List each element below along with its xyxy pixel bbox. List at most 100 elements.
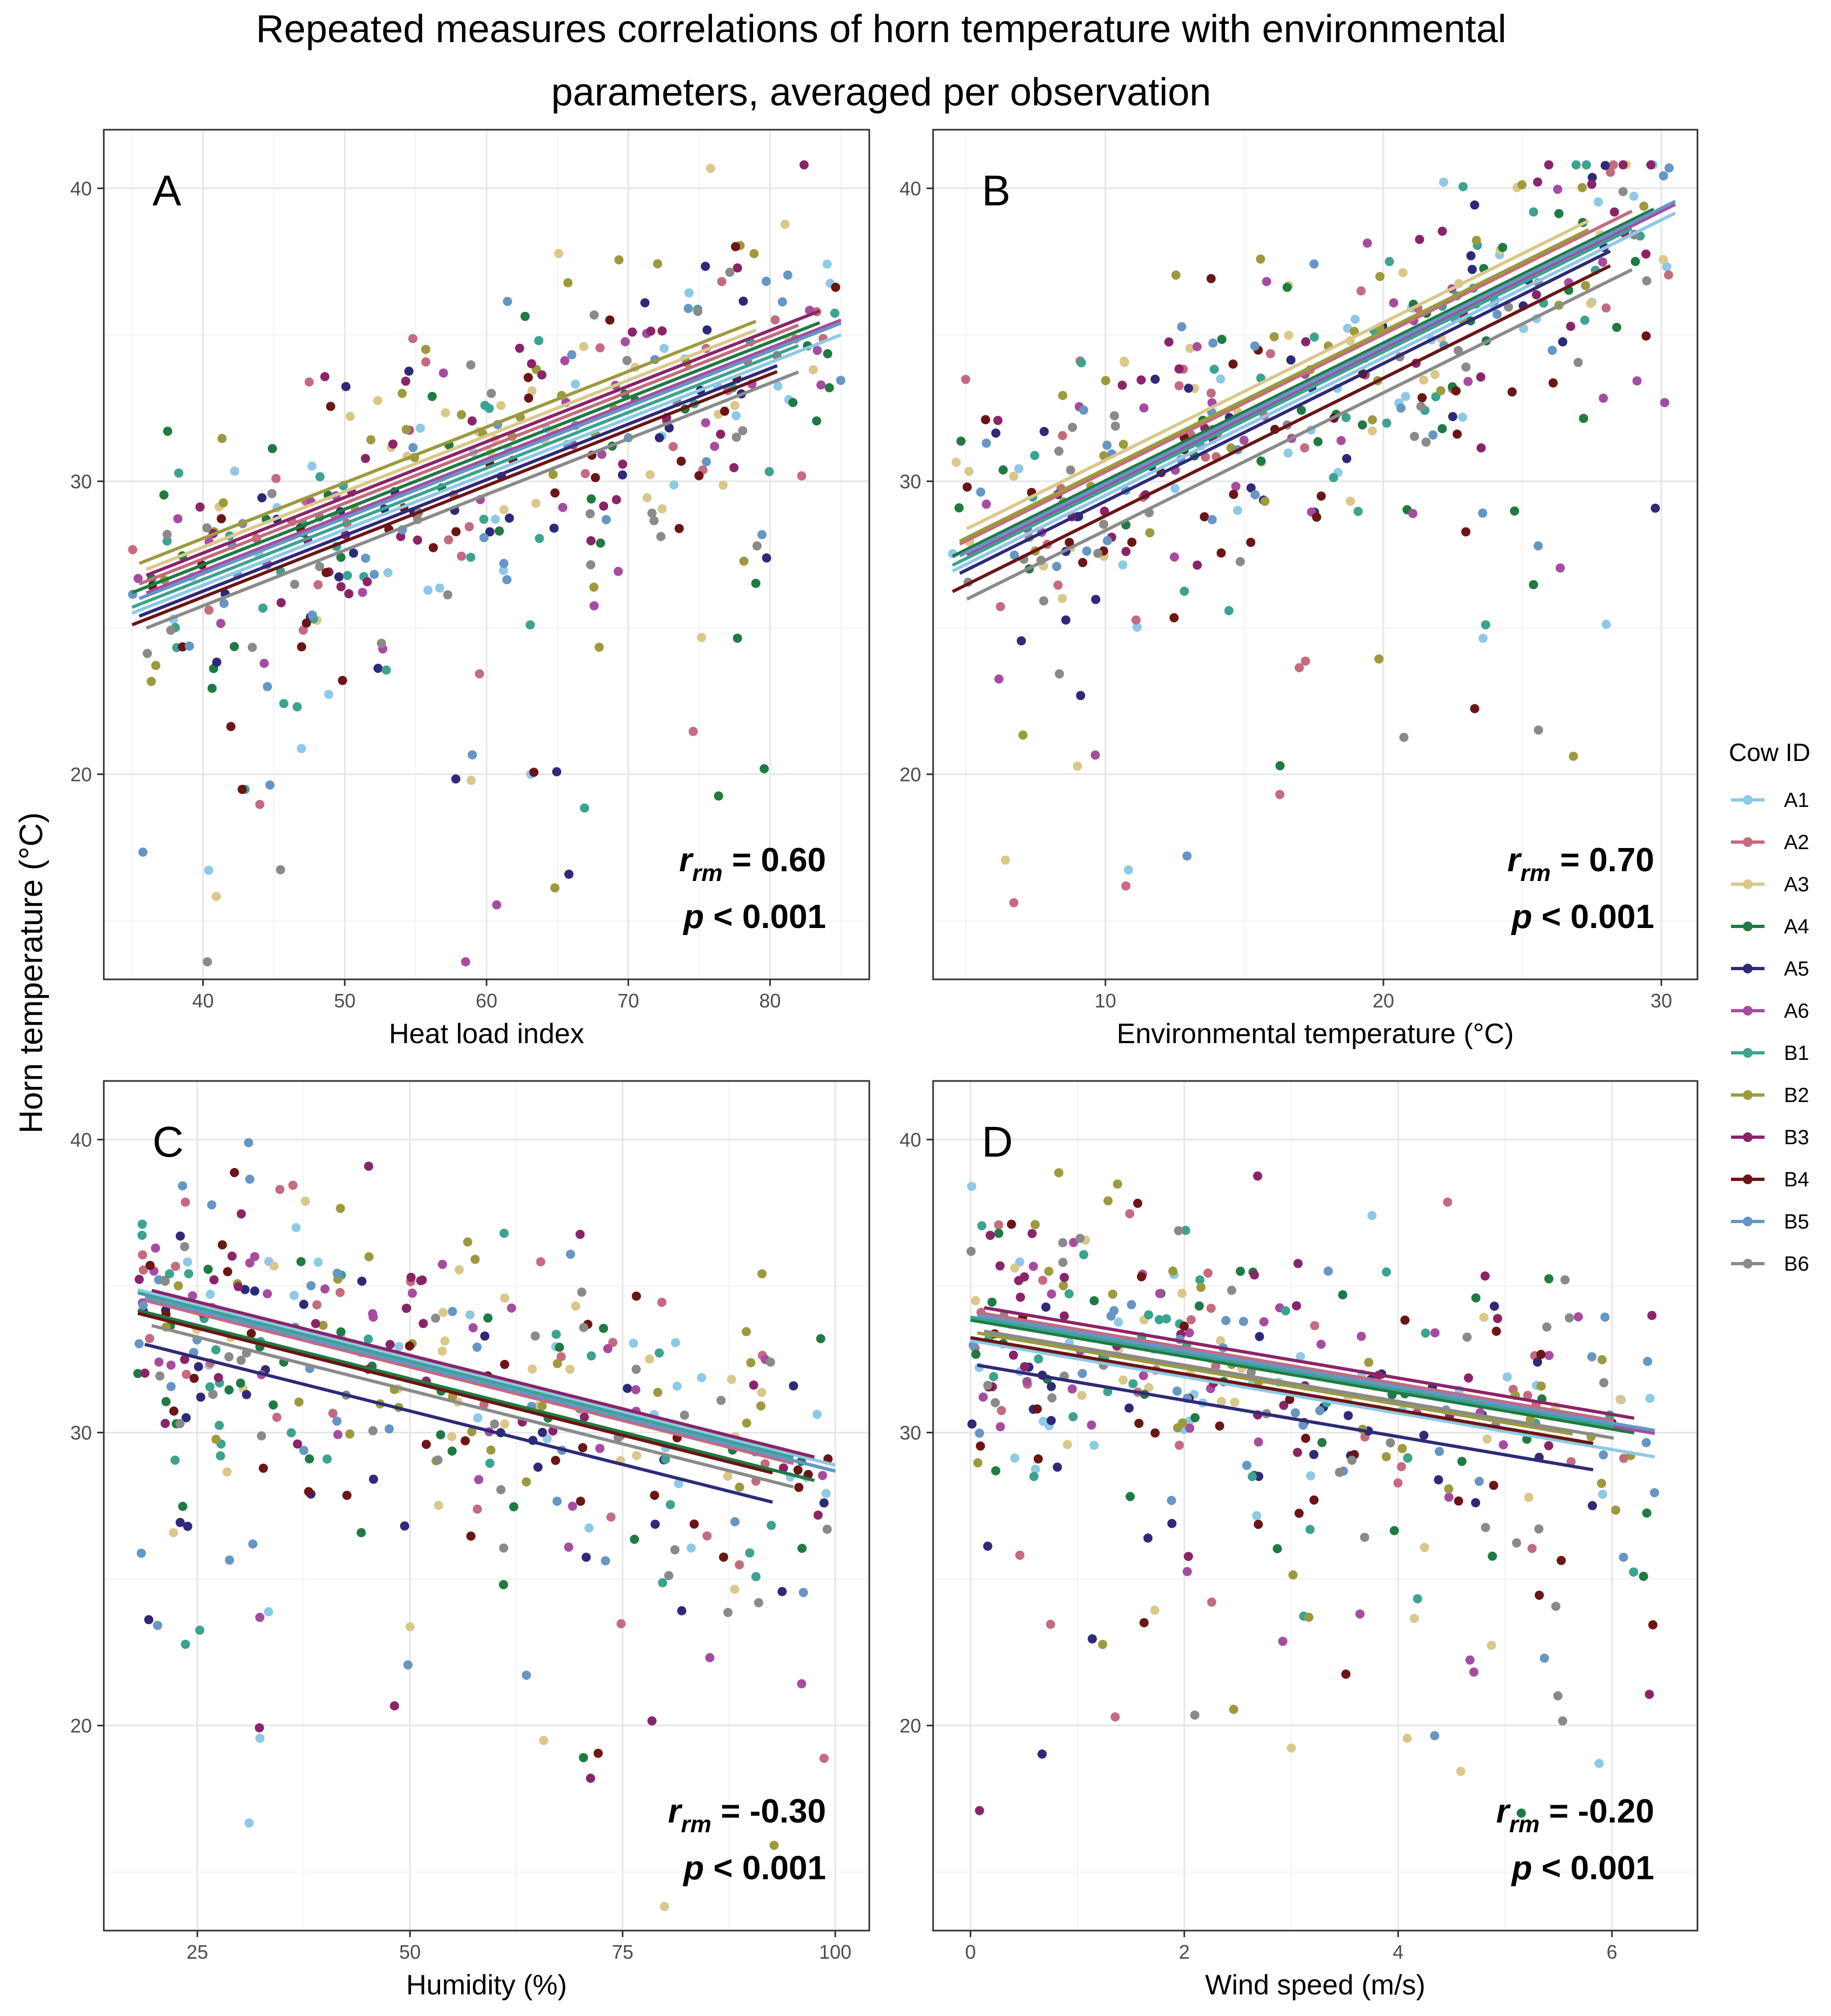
panel-d: 0 2 4 6 20 30 40 D Wind speed (m/s) rrm = -0.20 p …	[900, 1080, 1699, 2001]
point-b1	[1181, 1226, 1190, 1235]
point-a5	[777, 1587, 787, 1597]
legend-swatch-dot	[1743, 1174, 1753, 1184]
point-a6	[1259, 1317, 1269, 1326]
point-a1	[967, 1181, 976, 1191]
point-a3	[1524, 1493, 1534, 1502]
point-a4	[207, 684, 217, 693]
point-b4	[405, 1341, 415, 1351]
x-tick-label: 6	[1607, 1941, 1617, 1963]
point-a4	[163, 426, 172, 436]
point-a4	[336, 552, 346, 562]
point-b6	[585, 509, 595, 519]
point-b3	[975, 1806, 984, 1815]
point-a2	[1523, 1391, 1533, 1400]
point-b6	[1099, 519, 1108, 529]
point-b2	[1099, 451, 1109, 460]
point-b4	[1034, 1454, 1043, 1464]
fit-line-b2	[977, 1331, 1573, 1436]
point-b5	[263, 682, 272, 691]
point-a2	[138, 1265, 148, 1275]
point-a6	[1555, 563, 1565, 573]
point-b4	[1150, 1428, 1160, 1438]
legend-label: A5	[1784, 958, 1809, 980]
point-a3	[645, 470, 655, 479]
point-a6	[603, 1344, 612, 1353]
point-a6	[1469, 1667, 1479, 1677]
point-b6	[202, 523, 212, 533]
point-b1	[1128, 1379, 1138, 1388]
point-b4	[461, 1436, 470, 1446]
point-b1	[484, 404, 494, 413]
point-a6	[1182, 1567, 1192, 1577]
point-b1	[1064, 1289, 1074, 1299]
legend-swatch-dot	[1743, 1259, 1753, 1269]
point-b6	[1461, 362, 1471, 372]
point-b5	[502, 575, 512, 584]
point-a6	[1599, 393, 1608, 403]
point-b5	[136, 1548, 146, 1558]
point-a6	[1029, 1261, 1038, 1271]
point-b5	[1587, 1352, 1597, 1361]
point-b4	[1246, 538, 1256, 547]
point-b3	[292, 1439, 302, 1449]
point-b3	[1117, 380, 1127, 390]
point-a2	[1527, 1544, 1537, 1553]
point-b6	[990, 1398, 1000, 1407]
point-a2	[1396, 1462, 1406, 1472]
point-a5	[1016, 636, 1026, 646]
fit-line-a2	[959, 209, 1633, 546]
point-a4	[1544, 1274, 1554, 1284]
point-a2	[1015, 1551, 1024, 1560]
point-a1	[1594, 1759, 1604, 1768]
point-a4	[133, 1369, 143, 1378]
point-a4	[598, 1324, 608, 1333]
point-a6	[1184, 1328, 1194, 1338]
point-b1	[279, 699, 289, 709]
point-a3	[496, 400, 505, 410]
point-a3	[1482, 1434, 1492, 1444]
point-b3	[344, 589, 354, 598]
point-a5	[1448, 412, 1457, 422]
point-b3	[647, 1716, 657, 1726]
point-a6	[1278, 1637, 1288, 1646]
point-a2	[735, 1560, 744, 1570]
point-a3	[554, 249, 563, 258]
point-b1	[830, 309, 840, 318]
point-a5	[1143, 1533, 1153, 1543]
legend-swatch-dot	[1743, 964, 1753, 973]
point-b4	[326, 402, 336, 411]
stat-r-symbol: r	[1507, 842, 1522, 879]
point-a4	[971, 1350, 981, 1359]
point-a5	[1309, 1450, 1319, 1459]
stat-p: p < 0.001	[1510, 1850, 1654, 1887]
legend-label: B2	[1784, 1084, 1809, 1107]
point-b2	[652, 259, 662, 269]
point-a5	[1471, 1498, 1481, 1507]
point-a3	[1615, 1394, 1625, 1404]
fit-line-a3	[145, 329, 757, 571]
point-a4	[1236, 1266, 1245, 1276]
x-tick-label: 50	[334, 990, 356, 1012]
point-a1	[1401, 392, 1410, 402]
point-a2	[335, 1287, 345, 1297]
point-a1	[674, 1479, 683, 1488]
point-b1	[1421, 1329, 1430, 1338]
point-b2	[336, 1204, 345, 1213]
point-a2	[595, 343, 605, 352]
point-a4	[1642, 1508, 1652, 1518]
point-a5	[334, 572, 344, 582]
point-b3	[388, 439, 398, 449]
point-a1	[473, 1413, 483, 1423]
point-a5	[1061, 615, 1071, 625]
point-b3	[140, 1369, 150, 1378]
point-b2	[1229, 1705, 1239, 1714]
point-a4	[751, 578, 761, 588]
point-a5	[349, 548, 358, 558]
point-a5	[1434, 1475, 1443, 1485]
point-a4	[1516, 1808, 1526, 1818]
point-a3	[718, 480, 728, 490]
point-a1	[1598, 1490, 1607, 1499]
point-b3	[1060, 1273, 1069, 1283]
point-b2	[1168, 1266, 1177, 1276]
legend-title: Cow ID	[1729, 738, 1810, 766]
